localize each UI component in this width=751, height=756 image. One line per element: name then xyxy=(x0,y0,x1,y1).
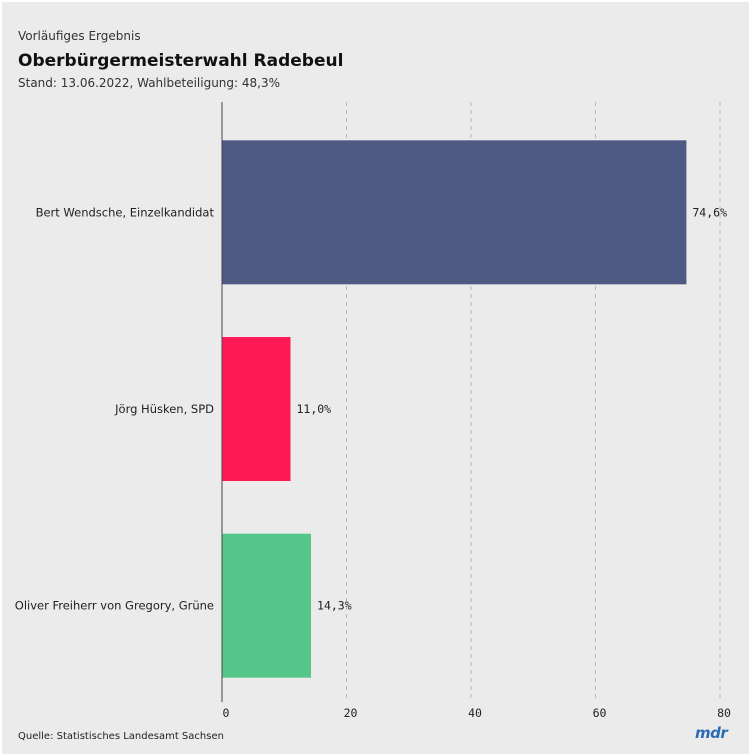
x-tick-label: 80 xyxy=(717,706,731,720)
category-label: Oliver Freiherr von Gregory, Grüne xyxy=(15,599,214,613)
x-tick-label: 20 xyxy=(344,706,358,720)
chart-kicker: Vorläufiges Ergebnis xyxy=(18,29,141,43)
x-tick-label: 40 xyxy=(468,706,482,720)
source-note: Quelle: Statistisches Landesamt Sachsen xyxy=(18,731,224,742)
value-label: 14,3% xyxy=(317,599,352,613)
bar xyxy=(222,337,291,481)
chart-subtitle: Stand: 13.06.2022, Wahlbeteiligung: 48,3… xyxy=(18,76,280,90)
bar xyxy=(222,140,687,285)
value-label: 11,0% xyxy=(296,402,331,416)
value-label: 74,6% xyxy=(692,205,727,219)
x-tick-label: 0 xyxy=(223,706,230,720)
chart-title: Oberbürgermeisterwahl Radebeul xyxy=(18,51,344,71)
category-label: Jörg Hüsken, SPD xyxy=(114,402,214,416)
mdr-logo: mdr xyxy=(695,724,728,742)
category-label: Bert Wendsche, Einzelkandidat xyxy=(36,205,215,219)
bar xyxy=(222,533,312,678)
x-tick-label: 60 xyxy=(593,706,607,720)
